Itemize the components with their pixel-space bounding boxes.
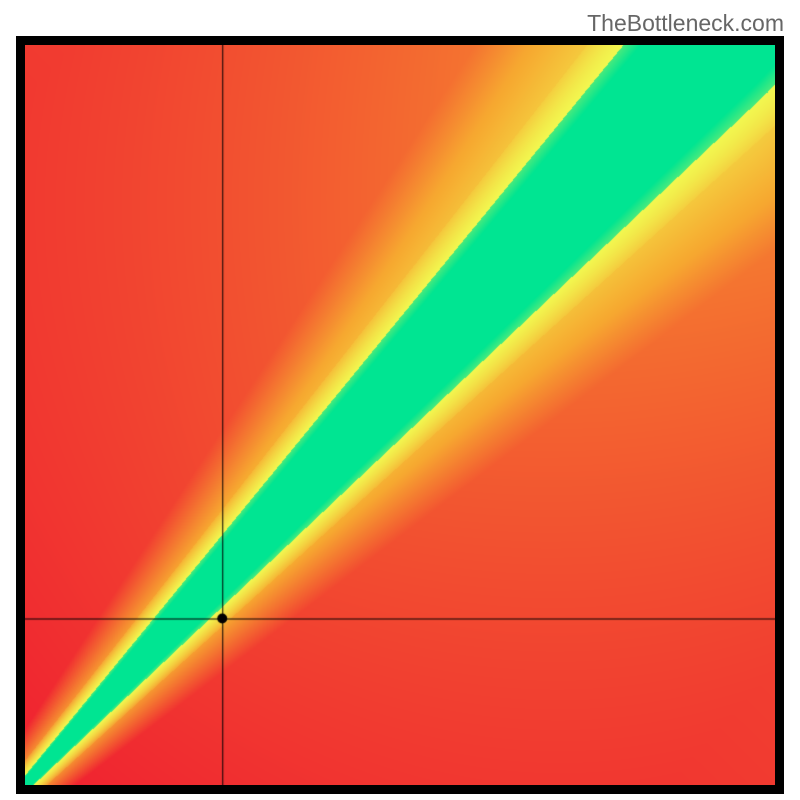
plot-frame	[16, 36, 784, 794]
watermark-text: TheBottleneck.com	[587, 10, 784, 37]
bottleneck-heatmap	[25, 45, 775, 785]
